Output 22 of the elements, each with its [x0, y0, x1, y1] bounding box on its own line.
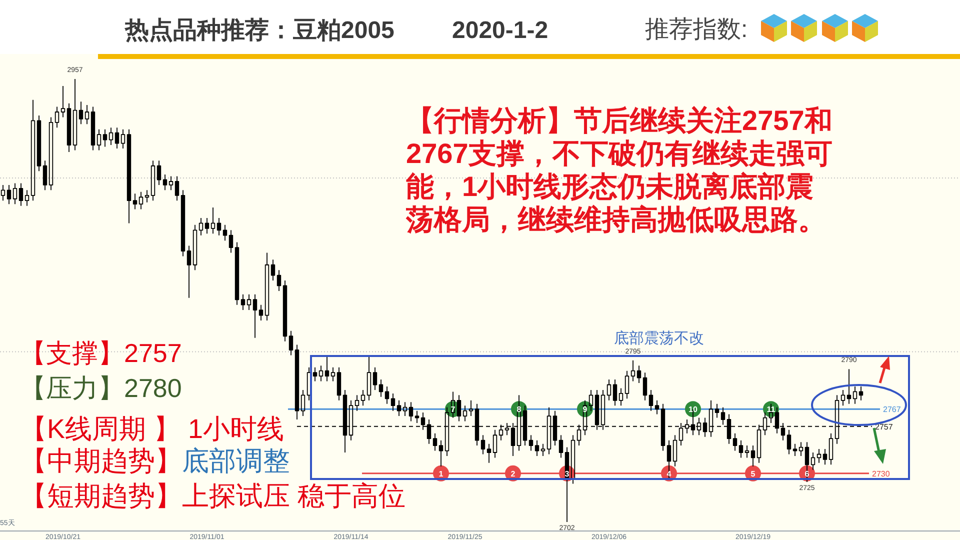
annotation: 【压力】2780 — [20, 373, 182, 403]
annotation: 3 — [564, 469, 570, 478]
annotation: 10 — [688, 404, 698, 414]
annotation: 1 — [438, 469, 444, 478]
annotation: 8 — [516, 404, 522, 414]
annotation: 【中期趋势】 — [20, 446, 182, 476]
ref-line-label: 2757 — [875, 422, 893, 432]
ref-line-label: 2730 — [872, 469, 890, 478]
chart-subtitle: 2020-1-2 — [452, 16, 548, 46]
annotation: 底部调整 — [182, 446, 290, 476]
annotation: 9 — [582, 404, 588, 414]
text: 推荐指数: — [645, 15, 748, 45]
ref-line-label: 2767 — [883, 405, 901, 414]
chart-title: 热点品种推荐：豆粕2005 — [125, 16, 394, 46]
annotation: 2 — [510, 469, 516, 478]
annotation: 【短期趋势】上探试压 稳于高位 — [20, 481, 406, 511]
annotation: 5 — [750, 469, 756, 478]
annotation: 【行情分析】节后继续关注2757和2767支撑，不下破仍有继续走强可能，1小时线形态仍未脱离底部震荡格局，继续维持高抛低吸思路。 — [406, 104, 834, 236]
annotation: 7 — [450, 404, 456, 414]
annotation: 【K线周期 】 1小时线 — [20, 414, 284, 444]
annotation: 底部震荡不改 — [614, 330, 704, 347]
annotation: 【支撑】2757 — [20, 338, 182, 368]
